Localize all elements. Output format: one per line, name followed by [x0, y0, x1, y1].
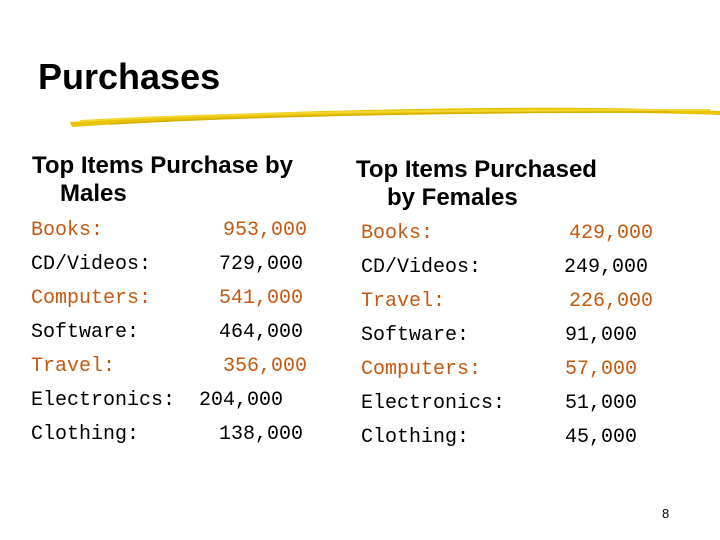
item-label: CD/Videos:: [31, 253, 152, 276]
list-item: Software: 464,000: [31, 316, 341, 350]
slide-title: Purchases: [38, 56, 221, 97]
item-value: 45,000: [565, 426, 638, 449]
list-item: Books: 953,000: [31, 214, 341, 248]
females-item-list: Books: 429,000 CD/Videos: 249,000 Travel…: [361, 217, 691, 455]
females-heading-line-1: Top Items Purchased: [356, 156, 597, 183]
item-value: 91,000: [565, 324, 638, 347]
item-label: Software:: [361, 324, 470, 347]
males-heading-line-2: Males: [60, 180, 127, 207]
list-item: Computers: 541,000: [31, 282, 341, 316]
item-value: 204,000: [199, 389, 284, 412]
item-value: 57,000: [565, 358, 638, 381]
item-value: 51,000: [565, 392, 638, 415]
item-value: 226,000: [569, 290, 654, 313]
males-heading-line-1: Top Items Purchase by: [32, 152, 293, 179]
list-item: Software: 91,000: [361, 319, 691, 353]
list-item: Computers: 57,000: [361, 353, 691, 387]
item-value: 464,000: [219, 321, 304, 344]
item-value: 729,000: [219, 253, 304, 276]
females-heading-line-2: by Females: [387, 184, 518, 211]
item-label: Travel:: [31, 355, 116, 378]
item-label: Travel:: [361, 290, 446, 313]
list-item: Travel: 226,000: [361, 285, 691, 319]
item-label: Books:: [31, 219, 104, 242]
item-value: 356,000: [223, 355, 308, 378]
item-value: 138,000: [219, 423, 304, 446]
page-number: 8: [662, 506, 670, 521]
item-label: Clothing:: [361, 426, 470, 449]
list-item: Travel: 356,000: [31, 350, 341, 384]
list-item: Clothing: 45,000: [361, 421, 691, 455]
item-value: 541,000: [219, 287, 304, 310]
list-item: Books: 429,000: [361, 217, 691, 251]
item-label: Books:: [361, 222, 434, 245]
list-item: CD/Videos: 729,000: [31, 248, 341, 282]
item-value: 429,000: [569, 222, 654, 245]
females-heading: Top Items Purchased by Females: [356, 156, 597, 212]
item-label: Electronics:: [31, 389, 176, 412]
item-label: Computers:: [31, 287, 152, 310]
list-item: CD/Videos: 249,000: [361, 251, 691, 285]
item-label: CD/Videos:: [361, 256, 482, 279]
item-label: Software:: [31, 321, 140, 344]
list-item: Electronics: 204,000: [31, 384, 341, 418]
item-label: Computers:: [361, 358, 482, 381]
title-underline-brushstroke: [70, 107, 720, 127]
item-label: Clothing:: [31, 423, 140, 446]
item-value: 953,000: [223, 219, 308, 242]
item-value: 249,000: [564, 256, 649, 279]
list-item: Electronics: 51,000: [361, 387, 691, 421]
item-label: Electronics:: [361, 392, 506, 415]
list-item: Clothing: 138,000: [31, 418, 341, 452]
males-heading: Top Items Purchase by Males: [32, 152, 293, 208]
males-item-list: Books: 953,000 CD/Videos: 729,000 Comput…: [31, 214, 341, 452]
